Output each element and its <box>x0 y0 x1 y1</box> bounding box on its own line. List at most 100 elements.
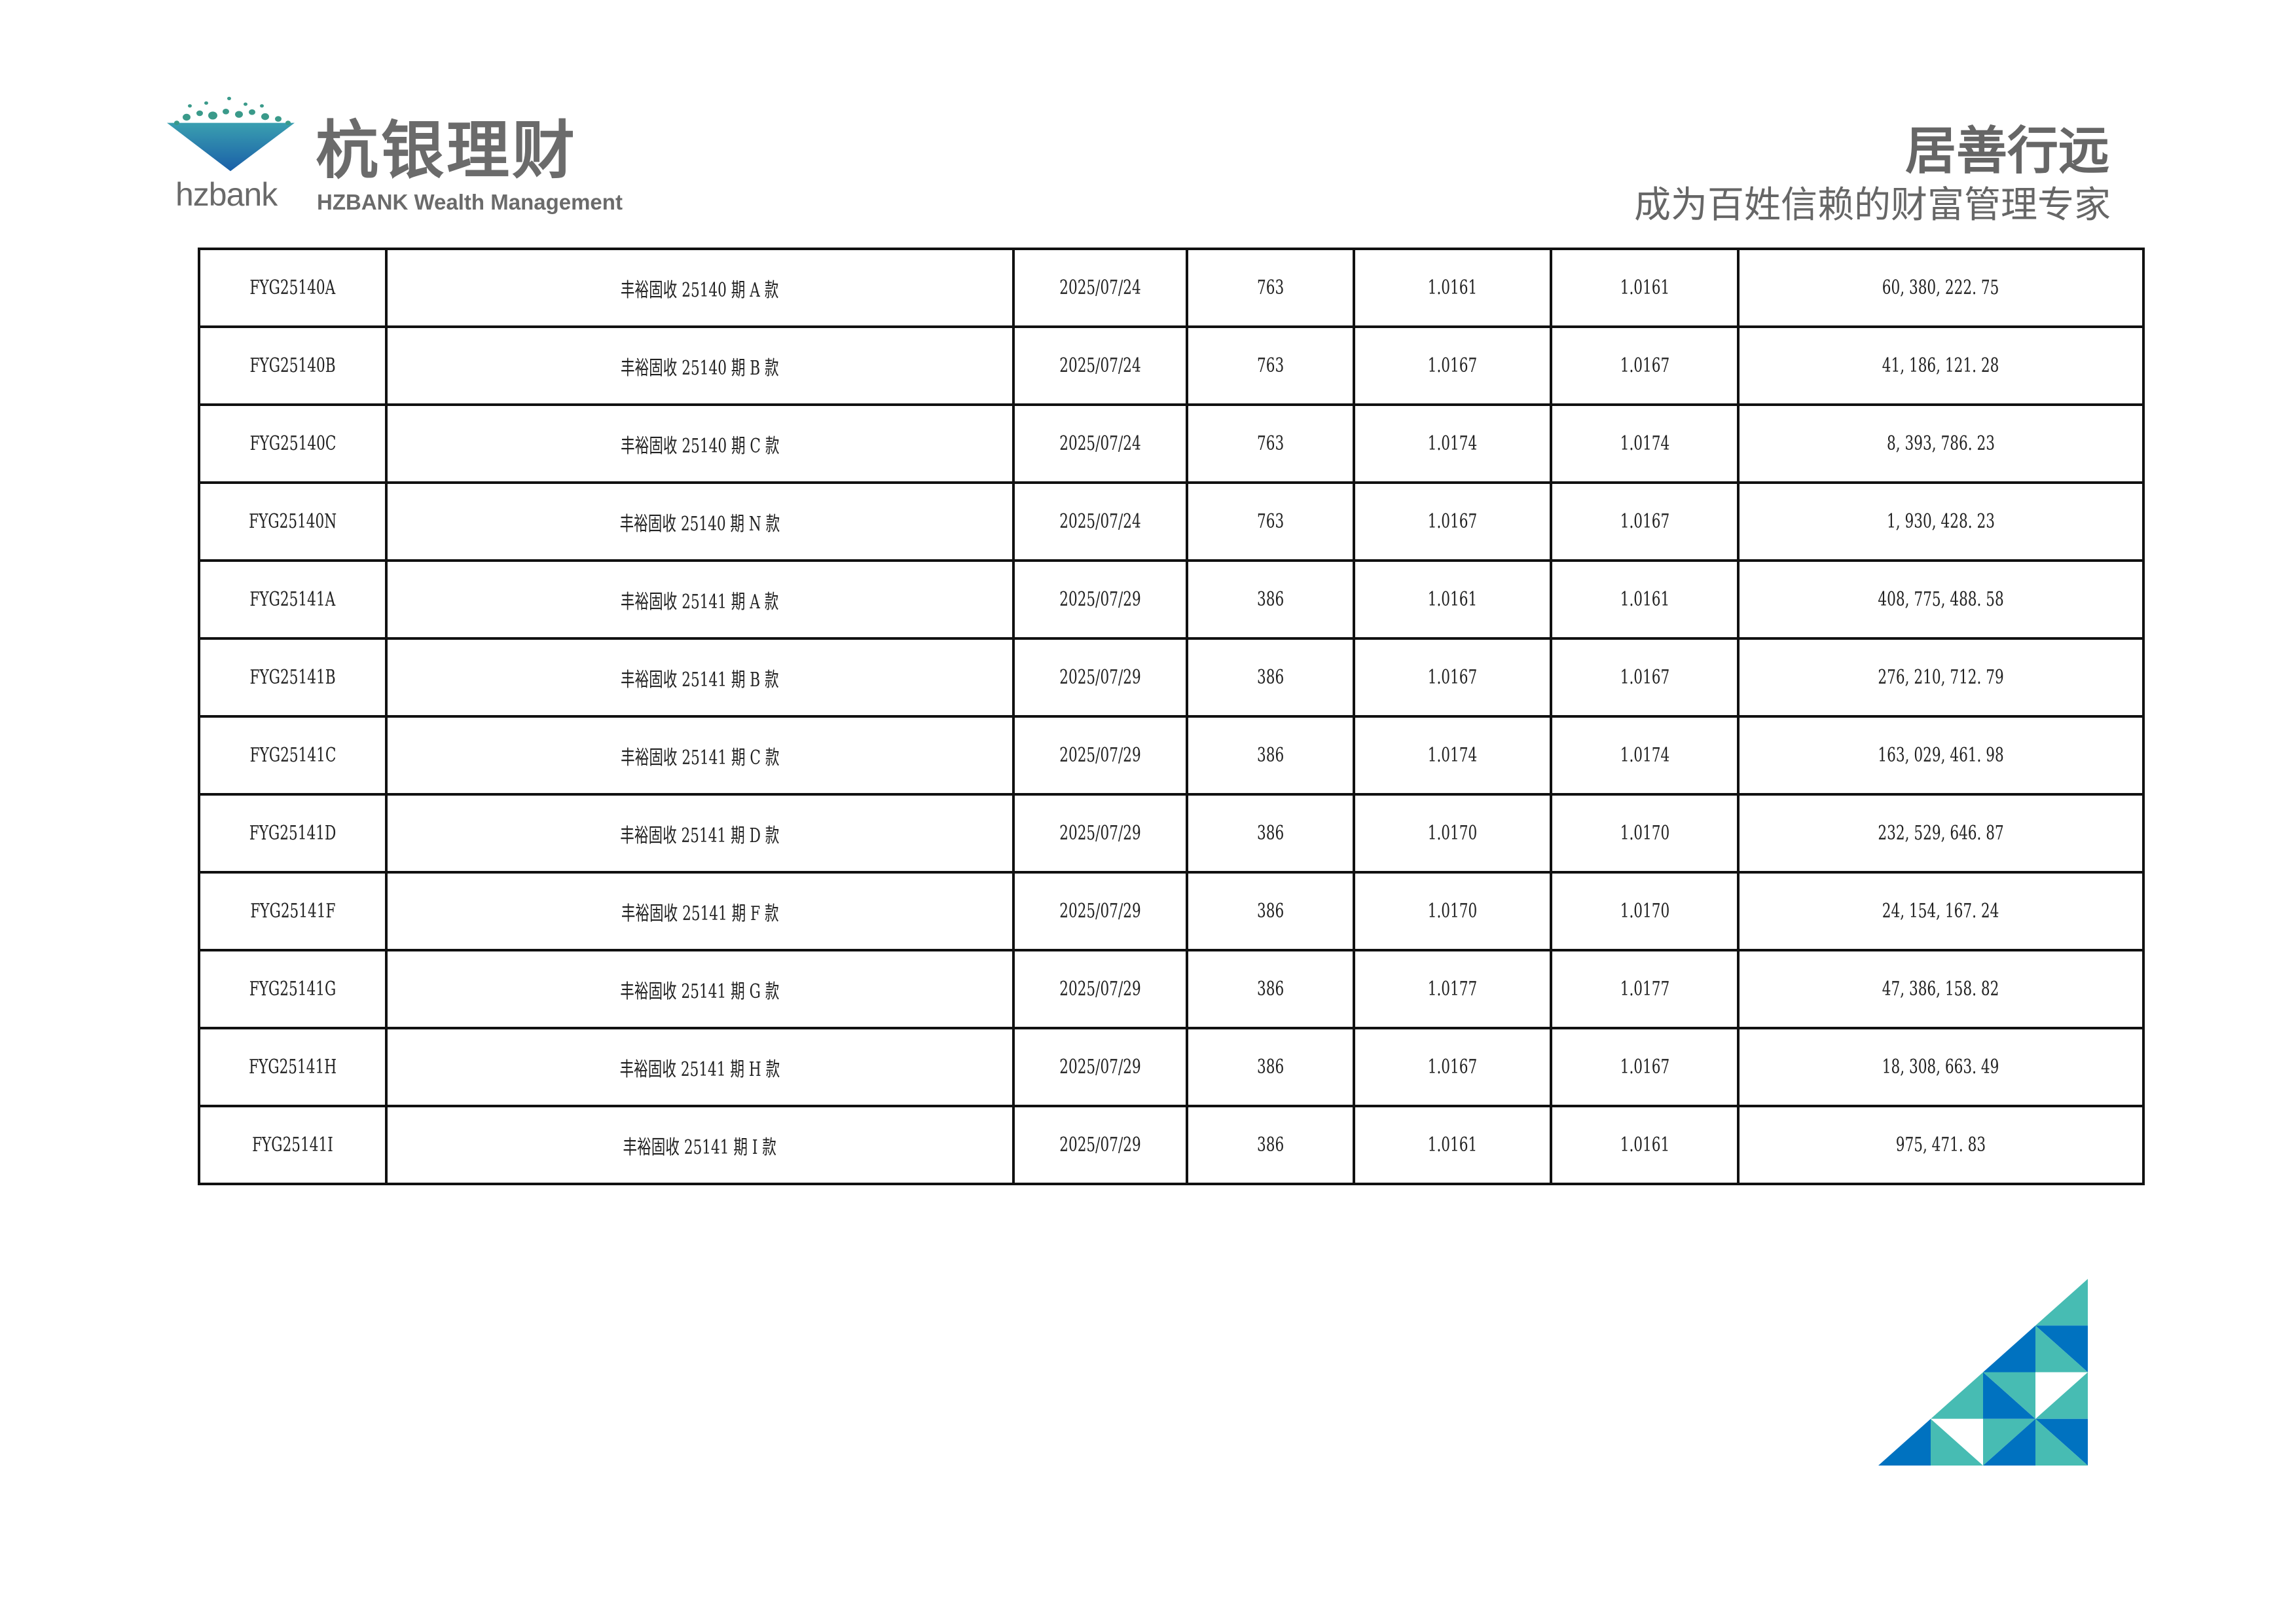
cell-product-code: FYG25141G <box>198 949 388 1029</box>
product-name-text: 丰裕固收 25140 期 C 款 <box>620 434 780 458</box>
cumulative-nav-text: 1.0161 <box>1620 588 1669 611</box>
date-text: 2025/07/24 <box>1059 354 1141 377</box>
amount-text: 408, 775, 488. 58 <box>1878 588 2004 611</box>
cell-cumulative-nav: 1.0167 <box>1550 325 1740 406</box>
amount-text: 18, 308, 663. 49 <box>1882 1056 1999 1079</box>
unit-nav-text: 1.0161 <box>1427 1134 1478 1156</box>
product-code-text: FYG25140B <box>249 354 336 377</box>
table-row: FYG25141H 丰裕固收 25141 期 H 款 2025/07/29 386 1.… <box>198 1027 2145 1107</box>
cell-product-code: FYG25141B <box>198 637 388 718</box>
product-table: FYG25140A 丰裕固收 25140 期 A 款 2025/07/24 763 1.… <box>198 248 2145 1185</box>
table-row: FYG25141C 丰裕固收 25141 期 C 款 2025/07/29 386 1.… <box>198 715 2145 796</box>
cell-amount: 41, 186, 121. 28 <box>1737 325 2145 406</box>
cell-product-code: FYG25140A <box>198 248 388 328</box>
date-text: 2025/07/29 <box>1059 588 1141 611</box>
amount-text: 24, 154, 167. 24 <box>1882 900 1999 923</box>
table-row: FYG25140C 丰裕固收 25140 期 C 款 2025/07/24 763 1.… <box>198 403 2145 484</box>
days-text: 763 <box>1256 432 1285 455</box>
cell-date: 2025/07/29 <box>1012 949 1188 1029</box>
unit-nav-text: 1.0174 <box>1427 432 1478 455</box>
cell-product-name: 丰裕固收 25141 期 B 款 <box>385 637 1015 718</box>
cumulative-nav-text: 1.0174 <box>1620 432 1669 455</box>
cell-days: 386 <box>1186 871 1355 951</box>
table-row: FYG25141G 丰裕固收 25141 期 G 款 2025/07/29 386 1.… <box>198 949 2145 1029</box>
cell-date: 2025/07/29 <box>1012 715 1188 796</box>
cell-cumulative-nav: 1.0174 <box>1550 715 1740 796</box>
cell-cumulative-nav: 1.0167 <box>1550 1027 1740 1107</box>
date-text: 2025/07/24 <box>1059 276 1141 299</box>
amount-text: 276, 210, 712. 79 <box>1878 666 2004 689</box>
product-name-text: 丰裕固收 25141 期 B 款 <box>621 668 779 692</box>
cell-unit-nav: 1.0170 <box>1353 793 1552 874</box>
cell-product-code: FYG25140B <box>198 325 388 406</box>
logo-brand-text: hzbank <box>175 176 278 213</box>
product-name-text: 丰裕固收 25141 期 H 款 <box>619 1058 780 1081</box>
table-row: FYG25140A 丰裕固收 25140 期 A 款 2025/07/24 763 1.… <box>198 248 2145 328</box>
cell-product-name: 丰裕固收 25141 期 F 款 <box>385 871 1015 951</box>
days-text: 386 <box>1256 900 1285 923</box>
logo-title: 杭银理财 <box>316 114 577 187</box>
product-name-text: 丰裕固收 25140 期 A 款 <box>621 278 779 302</box>
cell-days: 386 <box>1186 715 1355 796</box>
days-text: 763 <box>1256 276 1285 299</box>
product-code-text: FYG25140N <box>248 510 337 533</box>
amount-text: 47, 386, 158. 82 <box>1882 978 1999 1001</box>
cumulative-nav-text: 1.0174 <box>1620 744 1669 767</box>
cell-product-name: 丰裕固收 25140 期 A 款 <box>385 248 1015 328</box>
cell-product-name: 丰裕固收 25141 期 I 款 <box>385 1105 1015 1185</box>
date-text: 2025/07/29 <box>1059 744 1141 767</box>
slogan: 居善行远 <box>1904 122 2109 181</box>
amount-text: 232, 529, 646. 87 <box>1878 822 2004 845</box>
product-code-text: FYG25141H <box>248 1056 337 1079</box>
amount-text: 8, 393, 786. 23 <box>1887 432 1995 455</box>
product-code-text: FYG25141G <box>249 978 337 1001</box>
product-name-text: 丰裕固收 25140 期 B 款 <box>621 356 779 380</box>
cell-amount: 8, 393, 786. 23 <box>1737 403 2145 484</box>
cell-date: 2025/07/29 <box>1012 559 1188 640</box>
date-text: 2025/07/24 <box>1059 432 1141 455</box>
cell-cumulative-nav: 1.0174 <box>1550 403 1740 484</box>
amount-text: 975, 471. 83 <box>1895 1134 1986 1156</box>
cell-date: 2025/07/24 <box>1012 481 1188 562</box>
product-name-text: 丰裕固收 25141 期 A 款 <box>621 590 779 614</box>
days-text: 763 <box>1256 510 1285 533</box>
days-text: 386 <box>1256 666 1285 689</box>
cell-cumulative-nav: 1.0167 <box>1550 637 1740 718</box>
cell-cumulative-nav: 1.0170 <box>1550 793 1740 874</box>
cumulative-nav-text: 1.0167 <box>1620 666 1669 689</box>
unit-nav-text: 1.0167 <box>1427 1056 1478 1079</box>
cell-days: 386 <box>1186 949 1355 1029</box>
cell-unit-nav: 1.0170 <box>1353 871 1552 951</box>
cell-unit-nav: 1.0167 <box>1353 325 1552 406</box>
days-text: 763 <box>1256 354 1285 377</box>
cell-cumulative-nav: 1.0177 <box>1550 949 1740 1029</box>
cell-amount: 408, 775, 488. 58 <box>1737 559 2145 640</box>
cell-product-name: 丰裕固收 25141 期 D 款 <box>385 793 1015 874</box>
date-text: 2025/07/29 <box>1059 822 1141 845</box>
cell-product-name: 丰裕固收 25141 期 G 款 <box>385 949 1015 1029</box>
cumulative-nav-text: 1.0161 <box>1620 276 1669 299</box>
product-name-text: 丰裕固收 25141 期 I 款 <box>623 1135 777 1159</box>
cell-unit-nav: 1.0174 <box>1353 403 1552 484</box>
cell-date: 2025/07/29 <box>1012 793 1188 874</box>
slogan-subtitle: 成为百姓信赖的财富管理专家 <box>1634 184 2111 227</box>
unit-nav-text: 1.0161 <box>1427 588 1478 611</box>
product-name-text: 丰裕固收 25140 期 N 款 <box>619 512 780 536</box>
cell-days: 386 <box>1186 559 1355 640</box>
cell-amount: 163, 029, 461. 98 <box>1737 715 2145 796</box>
date-text: 2025/07/24 <box>1059 510 1141 533</box>
cell-date: 2025/07/24 <box>1012 403 1188 484</box>
cell-amount: 276, 210, 712. 79 <box>1737 637 2145 718</box>
hzbank-logo-icon <box>167 96 295 172</box>
unit-nav-text: 1.0167 <box>1427 666 1478 689</box>
cell-cumulative-nav: 1.0170 <box>1550 871 1740 951</box>
cell-amount: 232, 529, 646. 87 <box>1737 793 2145 874</box>
cell-product-code: FYG25141F <box>198 871 388 951</box>
cumulative-nav-text: 1.0177 <box>1620 978 1669 1001</box>
cell-cumulative-nav: 1.0167 <box>1550 481 1740 562</box>
amount-text: 41, 186, 121. 28 <box>1882 354 1999 377</box>
cell-product-name: 丰裕固收 25140 期 N 款 <box>385 481 1015 562</box>
cumulative-nav-text: 1.0167 <box>1620 1056 1669 1079</box>
cell-unit-nav: 1.0161 <box>1353 1105 1552 1185</box>
cell-amount: 1, 930, 428. 23 <box>1737 481 2145 562</box>
